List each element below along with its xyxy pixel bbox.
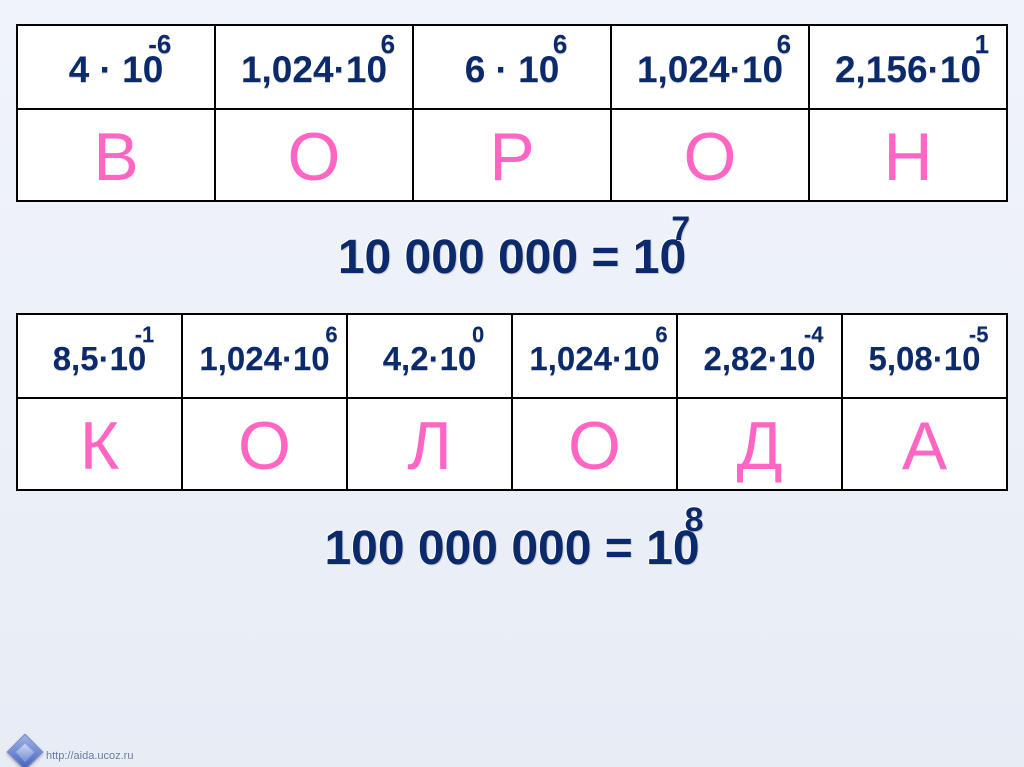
mantissa: 1,024·10 [241, 49, 387, 90]
table-1: 4 · 10 -6 1,024·10 6 6 · 10 6 1,024·10 [16, 24, 1008, 202]
sci-value: 4,2·10 0 [383, 342, 477, 375]
table-2-letter-row: К О Л О Д А [17, 398, 1007, 490]
sci-cell: 5,08·10 -5 [842, 314, 1007, 398]
equation-2: 100 000 000 = 10 8 [16, 521, 1008, 576]
mantissa: 6 · 10 [465, 49, 560, 90]
letter: Н [883, 119, 932, 195]
letter-cell: О [611, 109, 809, 201]
letter-cell: В [17, 109, 215, 201]
mantissa: 2,82·10 [704, 340, 816, 377]
sci-value: 1,024·10 6 [241, 51, 387, 88]
table-1-sci-row: 4 · 10 -6 1,024·10 6 6 · 10 6 1,024·10 [17, 25, 1007, 109]
sci-value: 8,5·10 -1 [53, 342, 147, 375]
mantissa: 1,024·10 [529, 340, 659, 377]
mantissa: 8,5·10 [53, 340, 147, 377]
letter-cell: Д [677, 398, 842, 490]
footer: http://aida.ucoz.ru [8, 745, 1016, 767]
letter: А [902, 408, 947, 484]
sci-cell: 1,024·10 6 [611, 25, 809, 109]
mantissa: 2,156·10 [835, 49, 981, 90]
letter-cell: О [182, 398, 347, 490]
sci-value: 2,82·10 -4 [704, 342, 816, 375]
exponent: 6 [777, 31, 791, 57]
sci-cell: 2,156·10 1 [809, 25, 1007, 109]
table-2-sci-row: 8,5·10 -1 1,024·10 6 4,2·10 0 1,024·10 [17, 314, 1007, 398]
exponent: 6 [553, 31, 567, 57]
sci-value: 1,024·10 6 [199, 342, 329, 375]
letter-cell: Н [809, 109, 1007, 201]
sci-cell: 1,024·10 6 [512, 314, 677, 398]
slide: 4 · 10 -6 1,024·10 6 6 · 10 6 1,024·10 [0, 0, 1024, 767]
letter-cell: Л [347, 398, 512, 490]
diamond-icon [7, 734, 44, 767]
sci-cell: 8,5·10 -1 [17, 314, 182, 398]
letter-cell: О [512, 398, 677, 490]
letter: Р [489, 119, 534, 195]
exponent: 6 [381, 31, 395, 57]
mantissa: 1,024·10 [199, 340, 329, 377]
sci-cell: 4,2·10 0 [347, 314, 512, 398]
exponent: 0 [472, 324, 484, 346]
letter: О [238, 408, 291, 484]
exponent: 1 [975, 31, 989, 57]
equation-exp: 7 [671, 210, 690, 249]
table-1-letter-row: В О Р О Н [17, 109, 1007, 201]
sci-cell: 4 · 10 -6 [17, 25, 215, 109]
letter: Л [407, 408, 452, 484]
sci-value: 5,08·10 -5 [869, 342, 981, 375]
sci-cell: 2,82·10 -4 [677, 314, 842, 398]
letter: О [288, 119, 341, 195]
mantissa: 1,024·10 [637, 49, 783, 90]
footer-text: http://aida.ucoz.ru [46, 750, 133, 762]
letter-cell: К [17, 398, 182, 490]
letter: Д [736, 408, 782, 484]
letter-cell: О [215, 109, 413, 201]
equation-lhs: 100 000 000 = [324, 522, 632, 575]
table-2: 8,5·10 -1 1,024·10 6 4,2·10 0 1,024·10 [16, 313, 1008, 491]
sci-cell: 6 · 10 6 [413, 25, 611, 109]
equation-lhs: 10 000 000 = [338, 231, 620, 284]
exponent: -1 [135, 324, 155, 346]
letter: О [684, 119, 737, 195]
exponent: -5 [969, 324, 989, 346]
equation-exp: 8 [685, 501, 704, 540]
equation-1: 10 000 000 = 10 7 [16, 230, 1008, 285]
sci-value: 2,156·10 1 [835, 51, 981, 88]
letter: В [93, 119, 138, 195]
sci-cell: 1,024·10 6 [182, 314, 347, 398]
letter-cell: А [842, 398, 1007, 490]
exponent: 6 [325, 324, 337, 346]
exponent: 6 [655, 324, 667, 346]
exponent: -4 [804, 324, 824, 346]
sci-value: 1,024·10 6 [529, 342, 659, 375]
sci-value: 6 · 10 6 [465, 51, 560, 88]
letter: К [80, 408, 120, 484]
sci-cell: 1,024·10 6 [215, 25, 413, 109]
exponent: -6 [148, 31, 171, 57]
letter-cell: Р [413, 109, 611, 201]
mantissa: 5,08·10 [869, 340, 981, 377]
sci-value: 4 · 10 -6 [69, 51, 164, 88]
mantissa: 4,2·10 [383, 340, 477, 377]
sci-value: 1,024·10 6 [637, 51, 783, 88]
letter: О [568, 408, 621, 484]
